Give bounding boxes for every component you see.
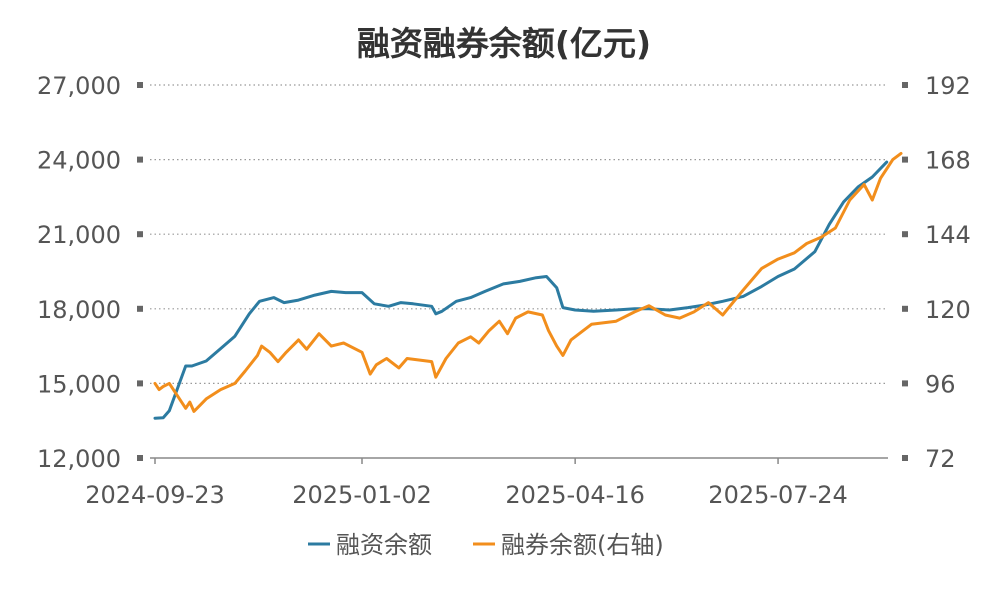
y-right-tick-label: 168 [925,147,971,175]
axes: 12,000 15,000 18,000 21,000 24,000 27,000 72 96… [37,72,971,509]
y-left-tick-label: 12,000 [37,445,121,473]
legend-label: 融券余额(右轴) [501,531,664,559]
legend: 融资余额 融券余额(右轴) [308,531,664,559]
y-left-tick-label: 27,000 [37,72,121,100]
x-tick-label: 2025-07-24 [708,481,847,509]
short-balance-line [153,151,903,413]
y-left-tick-label: 15,000 [37,370,121,398]
right-tick-marker [902,156,908,163]
right-tick-marker [902,305,908,312]
y-left-tick-label: 24,000 [37,147,121,175]
x-tick-label: 2025-01-02 [292,481,431,509]
y-right-tick-label: 72 [925,445,956,473]
right-tick-marker [902,231,908,238]
y-right-tick-label: 120 [925,296,971,324]
gridlines [150,84,888,384]
x-tick-label: 2024-09-23 [85,481,224,509]
chart-title: 融资融券余额(亿元) [357,24,651,63]
y-right-tick-label: 192 [925,72,971,100]
left-tick-marker [137,455,143,461]
left-tick-marker [137,156,143,163]
y-left-tick-label: 21,000 [37,221,121,249]
margin-balance-line [153,160,889,420]
right-tick-marker [902,455,908,461]
right-tick-marker [902,82,908,88]
legend-label: 融资余额 [336,531,432,559]
left-tick-marker [137,82,143,88]
left-tick-marker [137,305,143,312]
right-tick-marker [902,380,908,387]
series-lines [153,151,903,420]
left-tick-marker [137,380,143,387]
left-tick-marker [137,231,143,238]
x-tick-label: 2025-04-16 [505,481,644,509]
y-left-tick-label: 18,000 [37,296,121,324]
y-right-tick-label: 96 [925,370,956,398]
y-right-tick-label: 144 [925,221,971,249]
